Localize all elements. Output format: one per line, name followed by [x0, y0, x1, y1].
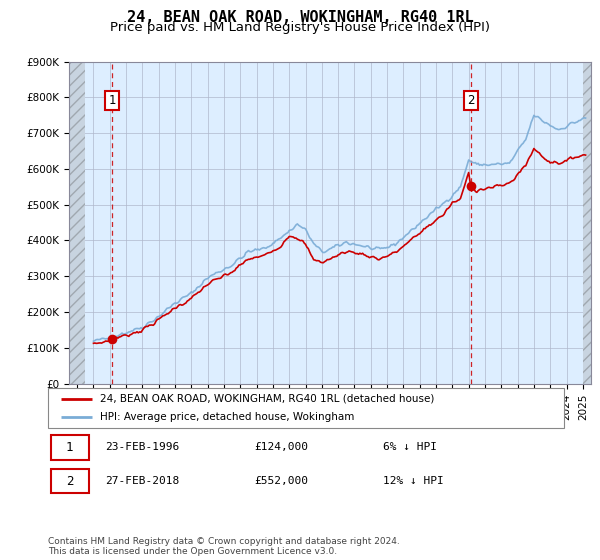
- Text: HPI: Average price, detached house, Wokingham: HPI: Average price, detached house, Woki…: [100, 412, 354, 422]
- Bar: [69, 62, 85, 384]
- Text: 1: 1: [66, 441, 73, 454]
- Text: 27-FEB-2018: 27-FEB-2018: [105, 476, 179, 486]
- Text: 6% ↓ HPI: 6% ↓ HPI: [383, 442, 437, 452]
- Text: 24, BEAN OAK ROAD, WOKINGHAM, RG40 1RL: 24, BEAN OAK ROAD, WOKINGHAM, RG40 1RL: [127, 10, 473, 25]
- Bar: [583, 62, 591, 384]
- Text: 2: 2: [66, 474, 73, 488]
- Text: Contains HM Land Registry data © Crown copyright and database right 2024.
This d: Contains HM Land Registry data © Crown c…: [48, 536, 400, 556]
- Text: 23-FEB-1996: 23-FEB-1996: [105, 442, 179, 452]
- Text: 12% ↓ HPI: 12% ↓ HPI: [383, 476, 444, 486]
- Text: 1: 1: [109, 94, 116, 107]
- Text: 2: 2: [467, 94, 475, 107]
- Bar: [50, 469, 89, 493]
- Text: Price paid vs. HM Land Registry's House Price Index (HPI): Price paid vs. HM Land Registry's House …: [110, 21, 490, 34]
- Text: £124,000: £124,000: [254, 442, 308, 452]
- Bar: [50, 435, 89, 460]
- Text: 24, BEAN OAK ROAD, WOKINGHAM, RG40 1RL (detached house): 24, BEAN OAK ROAD, WOKINGHAM, RG40 1RL (…: [100, 394, 434, 404]
- Text: £552,000: £552,000: [254, 476, 308, 486]
